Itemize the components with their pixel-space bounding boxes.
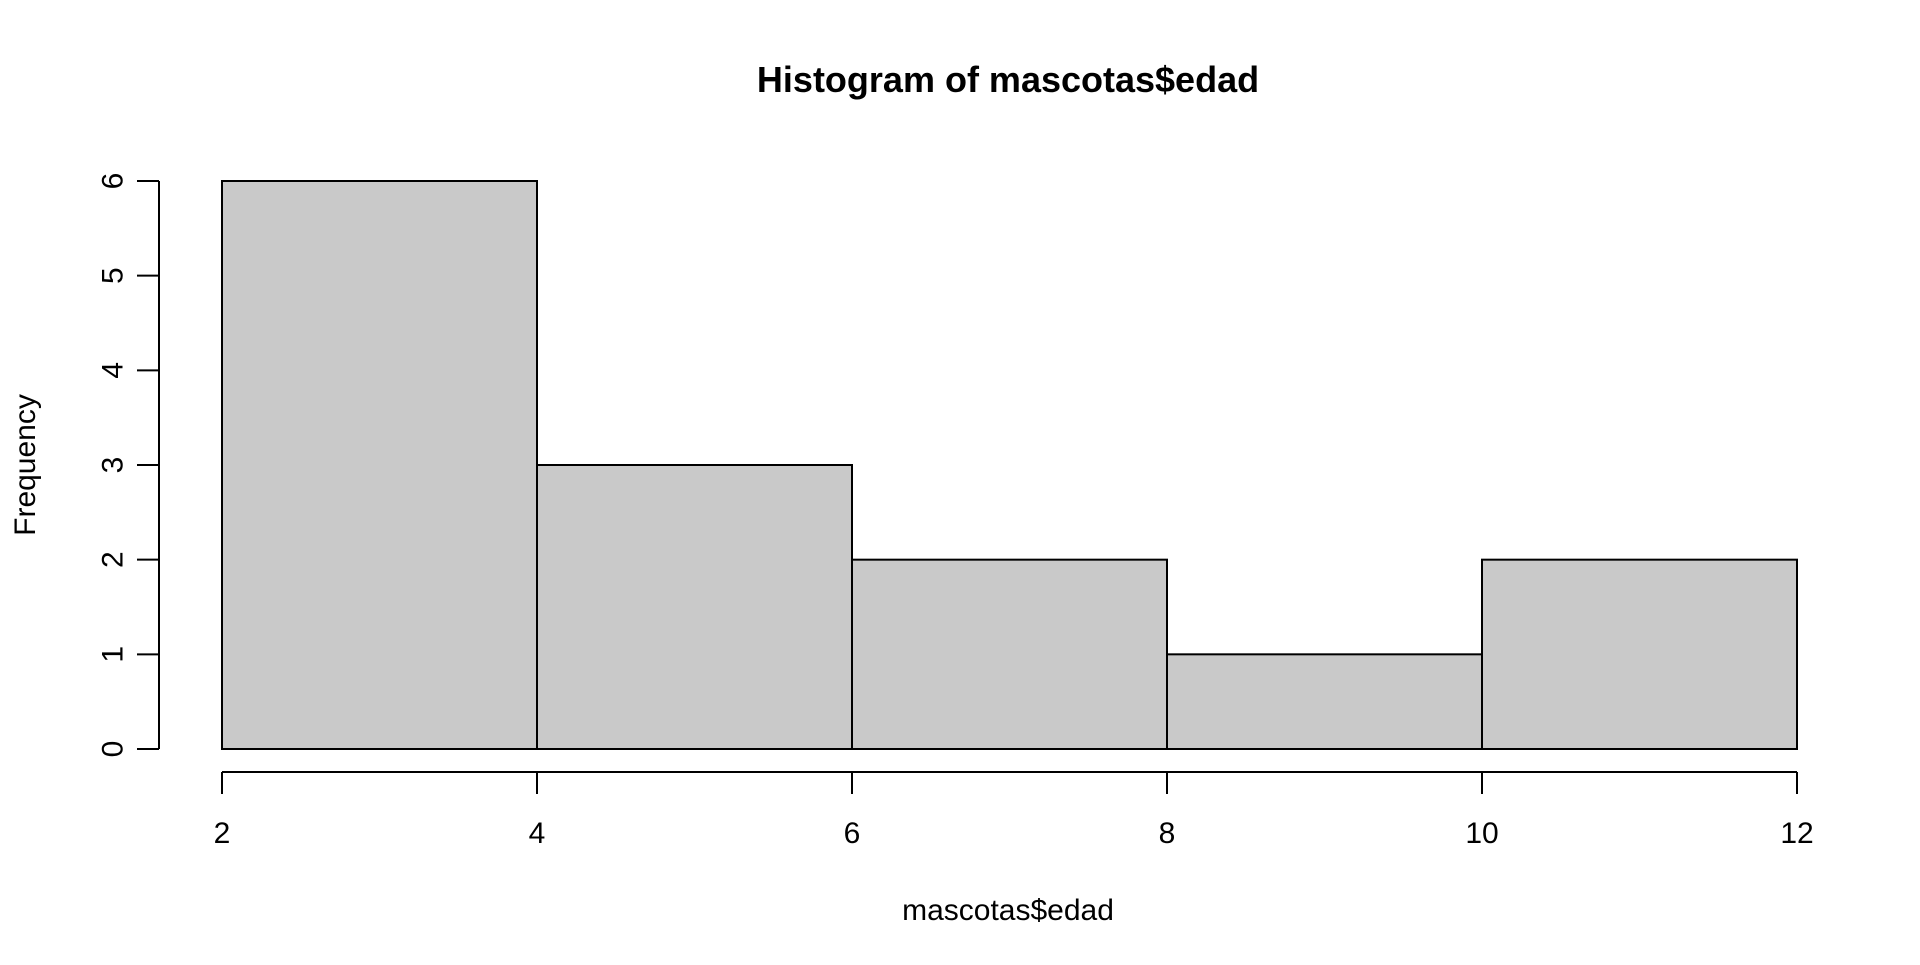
y-axis-label: Frequency [9, 394, 42, 536]
x-tick-label-4: 10 [1465, 817, 1498, 850]
x-tick-label-1: 4 [529, 817, 546, 850]
x-tick-label-2: 6 [844, 817, 861, 850]
y-tick-label-1: 1 [97, 646, 130, 663]
y-tick-label-0: 0 [97, 741, 130, 758]
histogram-bar-1 [536, 464, 853, 750]
histogram-bar-2 [851, 558, 1168, 751]
y-tick-label-6: 6 [97, 173, 130, 190]
y-tick-label-2: 2 [97, 551, 130, 568]
histogram-bars [221, 180, 1798, 751]
y-axis: 0 1 2 3 4 5 6 [97, 173, 160, 758]
x-tick-label-0: 2 [214, 817, 231, 850]
x-tick-label-3: 8 [1159, 817, 1176, 850]
y-tick-label-4: 4 [97, 362, 130, 379]
histogram-bar-4 [1481, 558, 1798, 751]
x-tick-label-5: 12 [1780, 817, 1813, 850]
histogram-bar-3 [1166, 653, 1483, 750]
x-axis: 2 4 6 8 10 12 [214, 771, 1814, 850]
histogram-bar-0 [221, 180, 538, 750]
x-axis-label: mascotas$edad [902, 894, 1114, 927]
y-tick-label-5: 5 [97, 267, 130, 284]
y-tick-label-3: 3 [97, 457, 130, 474]
chart-title: Histogram of mascotas$edad [757, 59, 1259, 100]
